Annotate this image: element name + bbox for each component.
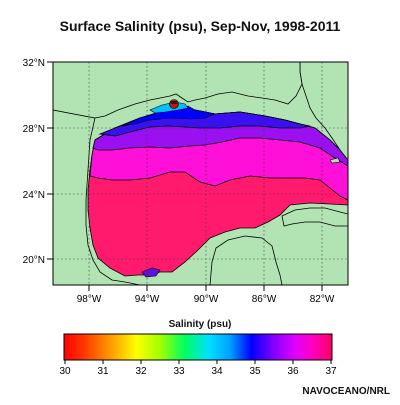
credit-text: NAVOCEANO/NRL xyxy=(302,386,390,397)
map-area xyxy=(53,62,348,285)
colorbar-title: Salinity (psu) xyxy=(168,319,232,330)
lat-label: 24°N xyxy=(23,190,45,201)
lon-label: 90°W xyxy=(194,294,219,305)
axis-ticks xyxy=(47,61,323,291)
map-title: Surface Salinity (psu), Sep-Nov, 1998-20… xyxy=(59,18,341,34)
us-gulf-land xyxy=(53,62,303,119)
lon-label: 82°W xyxy=(310,294,335,305)
cuba-land xyxy=(281,207,348,227)
colorbar-tick-label: 30 xyxy=(59,366,71,377)
river-mouth-dark xyxy=(170,101,178,104)
colorbar-tick-label: 31 xyxy=(97,366,109,377)
colorbar xyxy=(63,333,333,361)
campeche-spot xyxy=(141,267,161,278)
colorbar-tick-label: 33 xyxy=(173,366,185,377)
lon-label: 94°W xyxy=(135,294,160,305)
grid-lines xyxy=(53,62,348,285)
lat-label: 28°N xyxy=(23,124,45,135)
keys-land xyxy=(329,157,341,164)
lat-label: 32°N xyxy=(23,58,45,69)
yucatan-land xyxy=(209,235,283,285)
colorbar-tick-label: 36 xyxy=(287,366,299,377)
map-frame xyxy=(52,61,349,286)
colorbar-tick-label: 37 xyxy=(325,366,337,377)
lat-label: 20°N xyxy=(23,255,45,266)
colorbar-tick-label: 34 xyxy=(211,366,223,377)
lon-label: 86°W xyxy=(252,294,277,305)
lon-label: 98°W xyxy=(77,294,102,305)
colorbar-tick-label: 35 xyxy=(249,366,261,377)
colorbar-tick-label: 32 xyxy=(135,366,147,377)
colorbar-ticks xyxy=(64,360,332,364)
